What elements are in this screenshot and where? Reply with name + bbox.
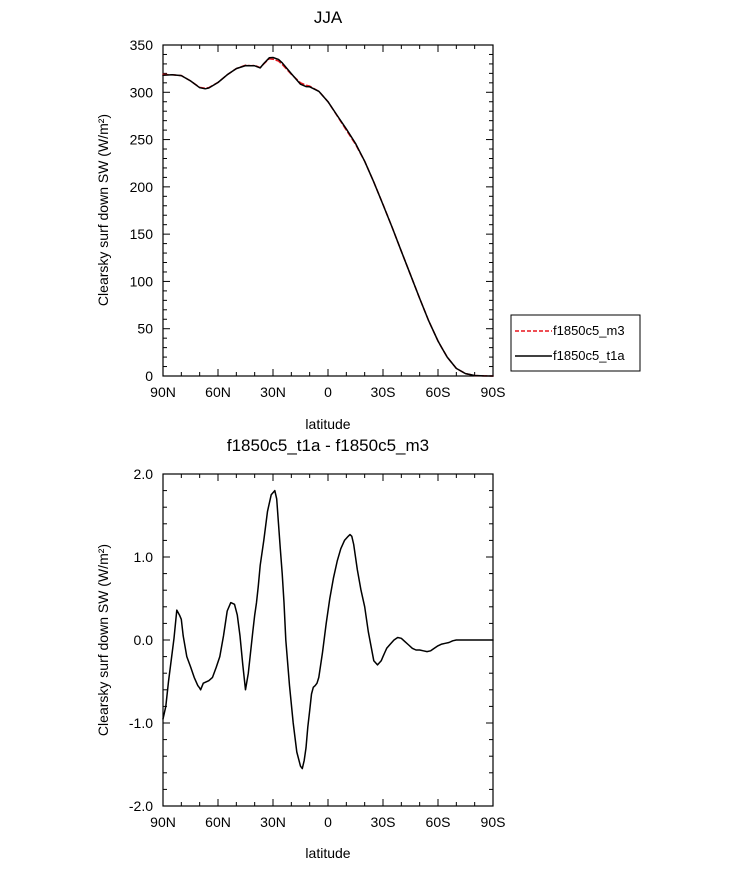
top-x-axis-label: latitude [305,416,350,432]
top-y-tick-label: 150 [130,226,154,242]
bottom-series-line-f1850c5-t1a-f1850c5-m3 [162,489,494,770]
legend-box [510,314,641,372]
top-plot-frame [162,44,494,377]
top-y-tick-label: 300 [130,84,154,100]
top-y-tick-label: 250 [130,132,154,148]
top-y-tick-label: 350 [130,37,154,53]
top-y-axis-label: Clearsky surf down SW (W/m²) [95,114,111,306]
bottom-chart-title: f1850c5_t1a - f1850c5_m3 [227,436,429,455]
bottom-x-tick-label: 60S [426,814,451,830]
bottom-plot-frame [162,473,494,807]
bottom-y-tick-label: 1.0 [134,549,154,565]
bottom-x-tick-label: 30S [371,814,396,830]
bottom-y-tick-label: 0.0 [134,632,154,648]
top-x-tick-label: 30N [260,384,286,400]
top-plot-area: 90N 60N 30N 0 30S 60S 90S 0 50 100 150 200 250 300 350 [130,37,506,400]
top-y-tick-label: 50 [137,321,153,337]
top-x-tick-label: 0 [324,384,332,400]
top-chart-title: JJA [314,8,343,27]
legend-label-t1a: f1850c5_t1a [553,348,625,363]
top-x-tick-label: 30S [371,384,396,400]
top-y-tick-label: 0 [145,368,153,384]
legend: f1850c5_m3 f1850c5_t1a [510,314,641,372]
top-x-tick-label: 60S [426,384,451,400]
top-x-tick-label: 90S [481,384,506,400]
bottom-x-tick-label: 90S [481,814,506,830]
bottom-x-axis-label: latitude [305,845,350,861]
top-y-tick-label: 100 [130,273,154,289]
top-x-tick-label: 60N [205,384,231,400]
top-series-line-f1850c5-t1a [162,56,494,377]
bottom-panel: f1850c5_t1a - f1850c5_m3 90N 60N 30N 0 30S 60… [95,436,505,861]
bottom-y-axis-label: Clearsky surf down SW (W/m²) [95,544,111,736]
bottom-y-tick-label: -1.0 [129,715,153,731]
top-x-tick-label: 90N [150,384,176,400]
bottom-x-tick-label: 60N [205,814,231,830]
top-panel: JJA 90N 60N 30N 0 30S 60S 90S 0 50 100 150 200 250 30… [95,8,505,432]
bottom-x-tick-label: 30N [260,814,286,830]
bottom-x-tick-label: 90N [150,814,176,830]
bottom-y-tick-label: 2.0 [134,466,154,482]
top-series-line-f1850c5-m3 [162,57,494,377]
bottom-plot-area: 90N 60N 30N 0 30S 60S 90S -2.0 -1.0 0.0 1.0 2.0 [129,466,506,830]
bottom-x-tick-label: 0 [324,814,332,830]
bottom-y-tick-label: -2.0 [129,798,153,814]
legend-label-m3: f1850c5_m3 [553,323,625,338]
top-y-tick-label: 200 [130,179,154,195]
